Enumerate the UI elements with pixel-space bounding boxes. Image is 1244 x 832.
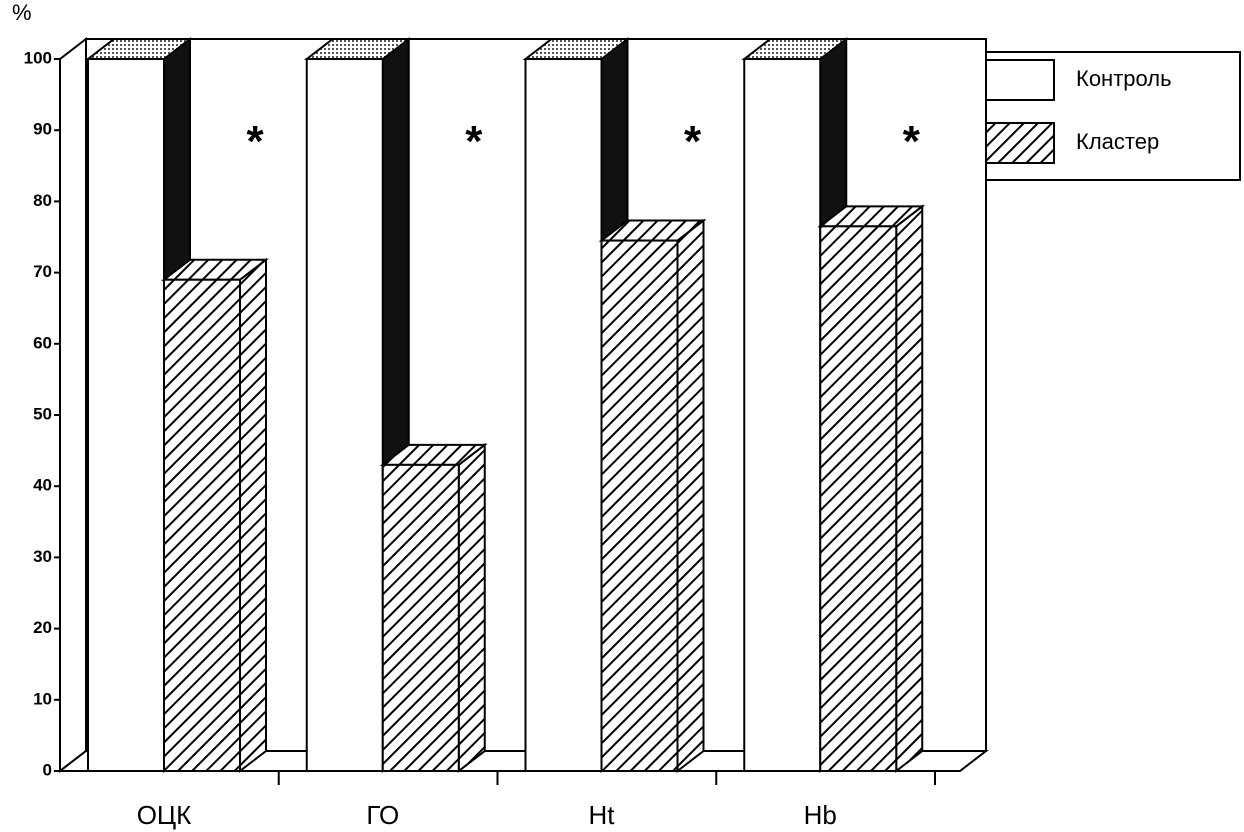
y-tick-label: 0	[43, 760, 52, 779]
y-tick-label: 90	[33, 120, 52, 139]
bar-group	[161, 257, 269, 774]
bar	[819, 225, 898, 772]
x-tick-label: ГО	[366, 800, 399, 830]
annotation: *	[903, 117, 921, 166]
bar-group	[379, 442, 488, 774]
bar-side	[895, 204, 924, 774]
y-tick-label: 60	[33, 333, 52, 352]
bar	[305, 58, 384, 772]
y-tick-label: 50	[33, 404, 52, 423]
bar	[381, 463, 460, 772]
y-tick-label: 30	[33, 547, 52, 566]
y-axis-label: %	[12, 0, 32, 25]
bar-group	[598, 218, 707, 774]
bar	[163, 278, 241, 772]
bar-side	[457, 442, 486, 774]
bar	[743, 58, 822, 772]
bar	[524, 58, 603, 772]
annotation: *	[684, 117, 702, 166]
bar-group	[817, 204, 926, 774]
bar-side	[239, 257, 267, 774]
bar	[600, 239, 679, 772]
bar-side	[676, 218, 705, 774]
y-tick-label: 40	[33, 476, 52, 495]
side-wall	[59, 36, 87, 774]
y-tick-label: 80	[33, 191, 52, 210]
x-tick-label: ОЦК	[137, 800, 192, 830]
bar	[87, 58, 165, 772]
y-tick-label: 100	[24, 48, 52, 67]
x-tick-label: Ht	[589, 800, 616, 830]
annotation: *	[465, 117, 483, 166]
y-tick-label: 10	[33, 689, 52, 708]
x-tick-label: Hb	[804, 800, 837, 830]
y-tick-label: 20	[33, 618, 52, 637]
legend-label: Кластер	[1076, 129, 1159, 154]
y-tick-label: 70	[33, 262, 52, 281]
legend-label: Контроль	[1076, 66, 1172, 91]
annotation: *	[246, 117, 264, 166]
